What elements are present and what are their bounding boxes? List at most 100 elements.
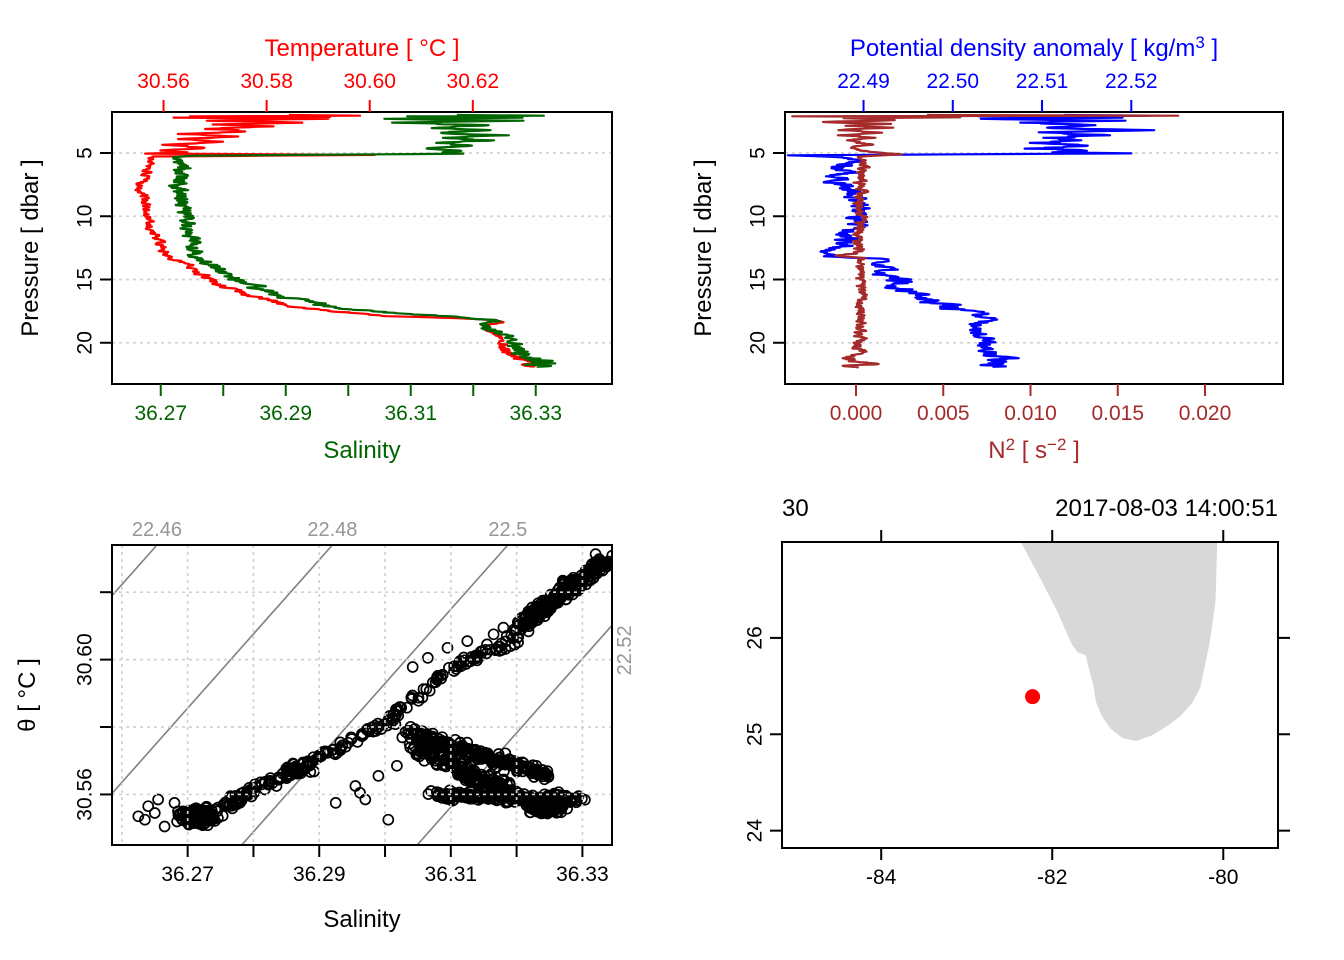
ts-point [408,740,421,753]
top-tick-label: 22.52 [1105,70,1158,93]
ts-point [319,745,331,758]
ts-point [382,813,395,826]
ts-point [540,606,553,619]
ts-point [391,759,403,772]
isopycnal-label-22.48: 22.48 [307,519,357,541]
series-potential-density-anomaly [786,113,1156,368]
top-tick-label: 22.51 [1016,70,1069,93]
bottom-tick-label: -84 [866,866,897,889]
left-tick-label: 24 [744,819,767,843]
ts-point [570,573,582,586]
ts-point [527,764,540,777]
bottom-tick-label: 36.27 [134,402,187,425]
ts-point [390,704,403,717]
left-tick-label: 26 [744,626,767,649]
ts-point [472,753,484,766]
ts-point [406,689,419,702]
ts-point [290,766,303,779]
panel-station-map: -84 -82 -80 24 25 26 30 2017-08-03 14:00:51 [744,495,1290,889]
left-tick-label: 15 [74,268,97,291]
left-tick-label: 20 [74,331,97,354]
ts-point [372,770,385,782]
ts-point [197,805,209,817]
ts-point [406,661,419,673]
bottom-tick-label: -80 [1208,866,1238,889]
axis-title-bottom-profile-temp-sal: Salinity [323,437,400,464]
ts-point [590,567,603,580]
ts-point [517,794,530,806]
ts-point [443,661,455,674]
ts-point [254,776,267,789]
plot-box [111,544,613,846]
ts-point [282,764,295,777]
station-number-label: 30 [782,495,809,522]
ts-point [530,612,542,624]
isopycnal-label-22.46: 22.46 [132,519,182,541]
ts-point [598,556,610,569]
ts-point [553,581,566,594]
ts-point [482,793,495,805]
ts-point [431,790,444,803]
bottom-tick-label: 36.31 [425,863,478,886]
bottom-tick-label: 36.33 [509,402,562,425]
plot-box [784,111,1284,385]
ts-point [447,790,460,802]
ts-point [453,741,466,753]
axis-title-theta: θ [ °C ] [14,658,41,732]
top-tick-label: 30.56 [137,70,190,93]
ts-point [421,652,434,664]
bottom-tick-label: 0.005 [917,402,970,425]
ts-point [235,794,248,807]
ts-point [461,635,474,647]
ts-point [575,575,588,588]
ts-point [572,790,585,802]
panel-profile-temp-sal: 30.56 30.58 30.60 30.62 36.27 36.29 36.31 36.33… [17,35,613,464]
bottom-tick-label: 36.29 [293,863,346,886]
grid-ts-diagram [112,545,612,845]
isopycnal-label-22.52: 22.52 [614,625,636,675]
bottom-tick-label: 0.000 [830,402,883,425]
isopycnal-line-22.48 [112,545,333,795]
ts-point [425,747,438,760]
bottom-tick-label: 0.010 [1004,402,1057,425]
ts-point [148,807,161,819]
panel-profile-density-n2: 22.49 22.50 22.51 22.52 0.000 0.005 0.010 0.015… [690,33,1284,464]
ts-point [219,798,232,811]
ts-point [389,710,401,722]
ts-point [440,760,452,773]
ts-point [132,810,145,823]
ts-point [511,759,524,772]
bottom-tick-label: 0.015 [1091,402,1144,425]
top-tick-label: 30.60 [343,70,396,93]
ts-point [517,790,530,803]
axis-title-top-profile-density-n2: Potential density anomaly [ kg/m3 ] [850,33,1218,62]
bottom-tick-label: 36.27 [161,863,214,886]
axis-title-bottom-profile-density-n2: N2 [ s−2 ] [988,435,1080,464]
ts-point [586,558,599,570]
ts-point [152,793,164,806]
ts-point [360,723,373,736]
ts-point [508,638,521,651]
ts-point [188,811,201,824]
ts-point [415,739,427,752]
top-tick-label: 22.49 [837,70,890,93]
ts-point [539,602,552,615]
ts-point [465,651,478,663]
top-tick-label: 30.62 [447,70,500,93]
ts-point [142,800,155,813]
ts-point [351,736,364,748]
left-tick-label: 5 [747,147,770,159]
land-polygon [1020,542,1218,741]
ts-point [201,819,214,832]
station-dot [1025,689,1041,705]
ts-point [339,740,352,753]
isopycnal-label-22.5: 22.5 [488,519,527,541]
ts-point [502,796,515,808]
left-tick-label: 15 [747,268,770,291]
left-tick-label: 5 [74,147,97,159]
ts-point [554,589,567,601]
left-tick-label: 10 [74,205,97,228]
ts-point [413,750,426,763]
ts-point [448,660,460,673]
